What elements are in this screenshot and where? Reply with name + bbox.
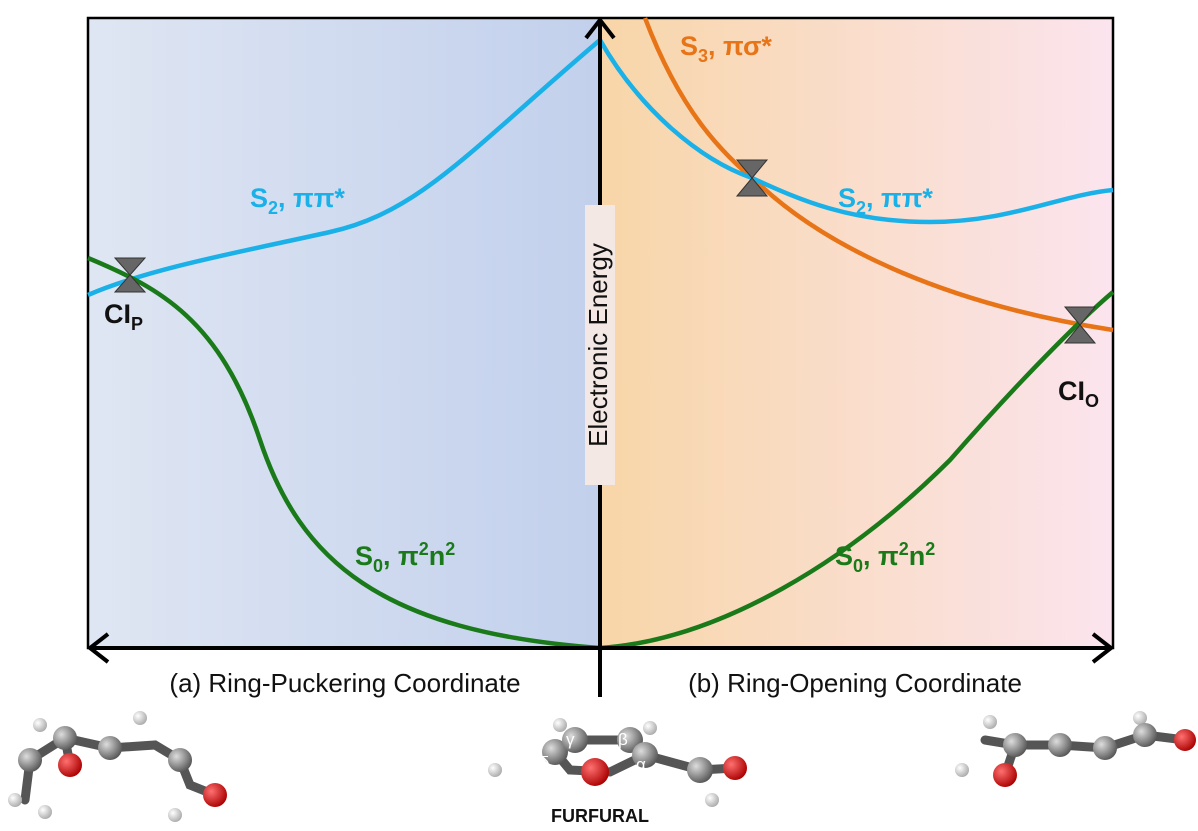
coordinate-label: (a) Ring-Puckering Coordinate: [169, 668, 520, 698]
text-part: , ππ*: [278, 183, 345, 213]
text-part: S: [355, 541, 373, 571]
text-part: P: [131, 314, 143, 334]
text-part: , πσ*: [708, 31, 772, 61]
text-part: n: [429, 541, 446, 571]
text-part: O: [1085, 391, 1099, 411]
text-part: , ππ*: [866, 183, 933, 213]
text-part: 2: [899, 539, 909, 559]
text-part: 2: [268, 198, 278, 218]
axis-label: Electronic Energy: [583, 243, 613, 447]
text-part: CI: [1058, 376, 1085, 406]
curve-label: S3, πσ*: [680, 31, 772, 66]
text-part: n: [909, 541, 926, 571]
molecule-left-atoms: [8, 711, 227, 822]
text-part: S: [680, 31, 698, 61]
text-part: S: [250, 183, 268, 213]
text-part: 2: [445, 539, 455, 559]
text-part: S: [838, 183, 856, 213]
atom-label: γ: [566, 730, 575, 749]
text-part: S: [835, 541, 853, 571]
molecule-name: FURFURAL: [551, 806, 649, 826]
text-part: CI: [104, 299, 131, 329]
page: {"axis_label": "Electronic Energy", "coo…: [0, 0, 1198, 831]
text-part: 2: [925, 539, 935, 559]
right-panel: [600, 18, 1113, 648]
atom-label: α: [636, 755, 646, 774]
curve-label: S0, π2n2: [355, 539, 455, 576]
coordinate-label: (b) Ring-Opening Coordinate: [688, 668, 1022, 698]
text-part: , π: [383, 541, 419, 571]
diagram: Electronic Energy S2, ππ* S0, π2n2 S2, π…: [0, 0, 1198, 831]
text-part: , π: [863, 541, 899, 571]
left-panel: [88, 18, 600, 648]
text-part: 2: [856, 198, 866, 218]
curve-label: S2, ππ*: [838, 183, 933, 218]
text-part: 3: [698, 46, 708, 66]
curve-label: S2, ππ*: [250, 183, 345, 218]
curve-label: S0, π2n2: [835, 539, 935, 576]
text-part: 0: [853, 556, 863, 576]
atom-label: β: [618, 730, 628, 749]
text-part: 2: [419, 539, 429, 559]
text-part: 0: [373, 556, 383, 576]
atom-label: δ: [540, 753, 549, 772]
